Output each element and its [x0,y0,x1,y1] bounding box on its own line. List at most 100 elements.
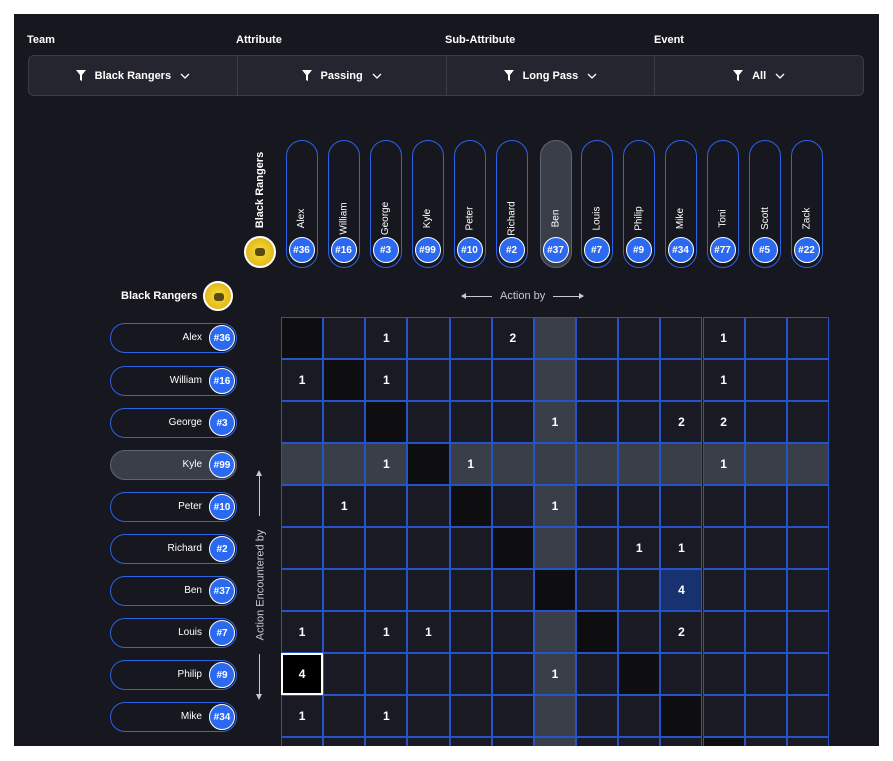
column-player-zack[interactable]: Zack #22 [791,140,823,268]
matrix-cell[interactable] [744,527,787,569]
row-player-mike[interactable]: Mike #34 [110,702,237,732]
column-player-scott[interactable]: Scott #5 [749,140,781,268]
column-player-toni[interactable]: Toni #77 [707,140,739,268]
row-player-alex[interactable]: Alex #36 [110,323,237,353]
matrix-cell[interactable] [660,695,703,737]
matrix-cell[interactable] [365,737,408,746]
matrix-cell[interactable]: 1 [533,485,577,527]
matrix-cell[interactable] [281,737,324,746]
column-player-kyle[interactable]: Kyle #99 [412,140,444,268]
matrix-cell[interactable] [618,695,661,737]
matrix-cell[interactable] [744,695,787,737]
matrix-cell[interactable] [491,485,534,527]
matrix-cell[interactable] [407,527,450,569]
matrix-cell[interactable] [786,569,829,611]
matrix-cell[interactable] [744,359,787,401]
matrix-cell[interactable] [786,695,829,737]
matrix-cell[interactable] [407,485,450,527]
matrix-cell[interactable] [702,611,745,653]
matrix-cell[interactable] [407,569,450,611]
matrix-cell[interactable]: 1 [702,443,745,485]
matrix-cell[interactable] [702,695,745,737]
matrix-cell[interactable] [533,737,577,746]
matrix-cell[interactable] [786,443,829,485]
matrix-cell[interactable] [407,737,450,746]
matrix-cell[interactable] [576,653,619,695]
row-player-ben[interactable]: Ben #37 [110,576,237,606]
matrix-cell[interactable] [576,737,619,746]
event-filter-dropdown[interactable]: All [655,56,863,95]
matrix-cell[interactable] [449,359,492,401]
column-player-william[interactable]: William #16 [328,140,360,268]
matrix-cell[interactable]: 1 [533,401,577,443]
matrix-cell[interactable] [407,443,450,485]
matrix-cell[interactable] [533,527,577,569]
column-player-alex[interactable]: Alex #36 [286,140,318,268]
matrix-cell[interactable] [491,443,534,485]
matrix-cell[interactable] [786,359,829,401]
matrix-cell[interactable]: 2 [702,401,745,443]
matrix-cell[interactable] [744,569,787,611]
matrix-cell[interactable] [449,737,492,746]
matrix-cell[interactable] [744,611,787,653]
matrix-cell[interactable] [660,359,703,401]
sub-attribute-filter-dropdown[interactable]: Long Pass [447,56,656,95]
column-player-mike[interactable]: Mike #34 [665,140,697,268]
matrix-cell[interactable] [702,569,745,611]
matrix-cell[interactable] [702,653,745,695]
matrix-cell[interactable] [491,527,534,569]
matrix-cell[interactable] [576,317,619,359]
matrix-cell[interactable]: 1 [618,527,661,569]
matrix-cell[interactable] [365,401,408,443]
matrix-cell[interactable] [660,443,703,485]
matrix-cell[interactable] [365,485,408,527]
matrix-cell[interactable] [533,359,577,401]
matrix-cell[interactable] [491,359,534,401]
matrix-cell[interactable] [323,359,366,401]
row-player-philip[interactable]: Philip #9 [110,660,237,690]
matrix-cell[interactable] [786,611,829,653]
matrix-cell[interactable] [576,401,619,443]
matrix-cell[interactable] [491,653,534,695]
matrix-cell[interactable] [618,485,661,527]
matrix-cell[interactable] [281,527,324,569]
matrix-cell[interactable] [576,695,619,737]
matrix-cell[interactable] [660,485,703,527]
matrix-cell[interactable]: 1 [365,317,408,359]
matrix-cell[interactable] [281,485,324,527]
attribute-filter-dropdown[interactable]: Passing [238,56,447,95]
matrix-cell[interactable] [365,527,408,569]
matrix-cell[interactable] [281,569,324,611]
matrix-cell[interactable] [576,485,619,527]
matrix-cell[interactable] [702,737,745,746]
matrix-cell[interactable]: 1 [281,611,324,653]
matrix-cell[interactable] [323,695,366,737]
matrix-cell[interactable] [576,569,619,611]
matrix-cell[interactable] [744,737,787,746]
matrix-cell[interactable] [323,737,366,746]
matrix-cell[interactable]: 1 [449,443,492,485]
matrix-cell[interactable] [576,443,619,485]
matrix-cell[interactable] [744,485,787,527]
row-player-kyle[interactable]: Kyle #99 [110,450,237,480]
matrix-cell[interactable]: 1 [365,611,408,653]
matrix-cell[interactable] [323,611,366,653]
matrix-cell[interactable] [744,401,787,443]
column-player-louis[interactable]: Louis #7 [581,140,613,268]
matrix-cell[interactable] [618,611,661,653]
matrix-cell[interactable] [407,359,450,401]
matrix-cell[interactable]: 1 [407,611,450,653]
matrix-cell[interactable] [786,653,829,695]
matrix-cell[interactable] [618,569,661,611]
matrix-cell[interactable] [744,653,787,695]
matrix-cell[interactable] [618,359,661,401]
matrix-cell[interactable] [744,443,787,485]
matrix-cell[interactable] [323,653,366,695]
matrix-cell[interactable] [533,317,577,359]
row-player-george[interactable]: George #3 [110,408,237,438]
column-player-peter[interactable]: Peter #10 [454,140,486,268]
matrix-cell[interactable] [533,569,577,611]
row-player-richard[interactable]: Richard #2 [110,534,237,564]
matrix-cell[interactable]: 4 [281,653,324,695]
column-player-richard[interactable]: Richard #2 [496,140,528,268]
